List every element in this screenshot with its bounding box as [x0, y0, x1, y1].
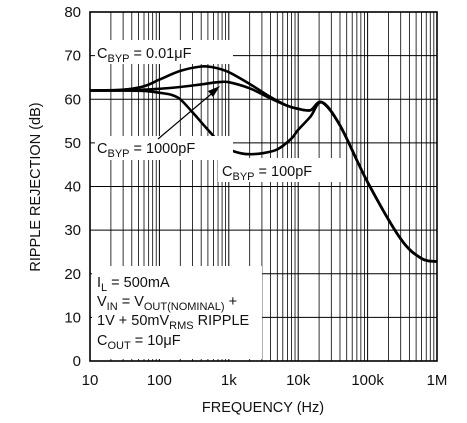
series-line-2	[89, 89, 438, 263]
condition-cout: COUT = 10μF	[97, 333, 181, 352]
x-axis-label: FREQUENCY (Hz)	[202, 400, 324, 416]
label-bg-1000pf	[95, 136, 233, 160]
x-tick-label: 10k	[286, 372, 311, 389]
condition-vin: VIN = VOUT(NOMINAL) +	[97, 294, 237, 313]
y-tick-label: 0	[73, 353, 81, 370]
y-tick-label: 30	[64, 222, 81, 239]
y-tick-labels: 0 10 20 30 40 50 60 70 80	[64, 4, 81, 370]
condition-il: IL = 500mA	[97, 275, 170, 294]
label-cbyp-1000pf: CBYP = 1000pF	[97, 141, 195, 160]
y-tick-label: 10	[64, 309, 81, 326]
label-arrowhead	[208, 86, 220, 97]
x-tick-labels: 10 100 1k 10k 100k 1M	[82, 372, 448, 389]
label-arrow-line	[157, 89, 217, 140]
series-lines	[89, 64, 438, 263]
label-bg-001uf	[95, 40, 233, 64]
x-tick-label: 10	[82, 372, 99, 389]
y-tick-label: 70	[64, 48, 81, 65]
label-cbyp-001uf: CBYP = 0.01μF	[97, 46, 192, 65]
x-tick-label: 1M	[427, 372, 448, 389]
plot-frame	[89, 11, 438, 362]
label-bg-100pf	[218, 158, 346, 182]
condition-ripple: 1V + 50mVRMS RIPPLE	[97, 313, 250, 332]
y-tick-label: 80	[64, 4, 81, 21]
conditions-bg	[92, 266, 262, 359]
x-tick-label: 1k	[221, 372, 237, 389]
y-axis-label: RIPPLE REJECTION (dB)	[28, 102, 44, 271]
y-tick-label: 20	[64, 266, 81, 283]
y-tick-label: 50	[64, 135, 81, 152]
x-tick-label: 100	[147, 372, 172, 389]
label-cbyp-100pf: CBYP = 100pF	[222, 164, 312, 183]
y-tick-label: 40	[64, 179, 81, 196]
x-tick-label: 100k	[351, 372, 384, 389]
y-tick-label: 60	[64, 91, 81, 108]
